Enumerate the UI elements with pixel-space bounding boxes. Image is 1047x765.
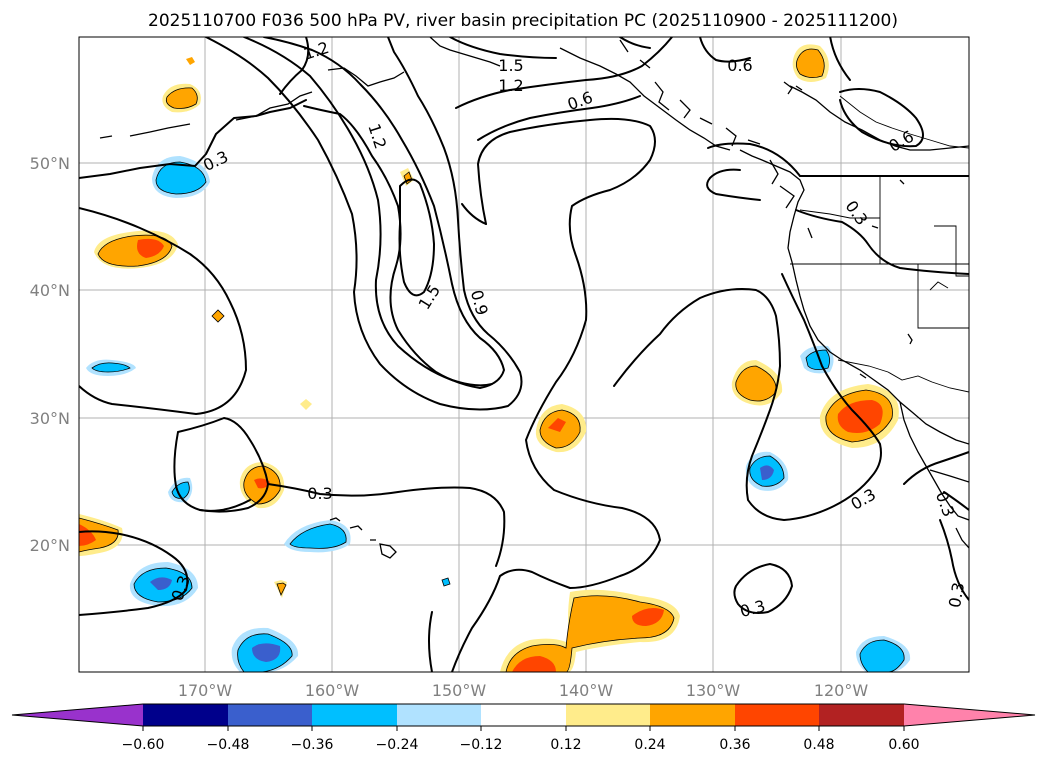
colorbar-bin xyxy=(481,704,566,726)
colorbar-tick-label: −0.24 xyxy=(376,737,419,753)
contour-label: 1.5 xyxy=(498,56,523,75)
longitude-labels: 170°W 160°W 150°W 140°W 130°W 120°W xyxy=(178,681,869,700)
colorbar-tick-label: −0.36 xyxy=(291,737,334,753)
colorbar-bin xyxy=(143,704,228,726)
colorbar-bin xyxy=(650,704,735,726)
colorbar: −0.60 −0.48 −0.36 −0.24 −0.12 0.12 0.24 … xyxy=(11,703,1036,753)
colorbar-bin xyxy=(735,704,819,726)
map-area: 1.2 1.5 1.2 0.6 0.6 0.6 1.2 0.3 0.3 1.5 … xyxy=(79,37,969,672)
colorbar-bin xyxy=(397,704,481,726)
colorbar-tick-label: 0.36 xyxy=(719,737,750,753)
lat-label: 50°N xyxy=(30,154,70,173)
contour-label: 0.6 xyxy=(727,56,752,75)
colorbar-tick-label: 0.48 xyxy=(803,737,834,753)
colorbar-extend-over xyxy=(904,704,1035,726)
lat-label: 20°N xyxy=(30,536,70,555)
lon-label: 150°W xyxy=(432,681,487,700)
colorbar-tick-labels: −0.60 −0.48 −0.36 −0.24 −0.12 0.12 0.24 … xyxy=(122,737,920,753)
colorbar-bin xyxy=(312,704,397,726)
colorbar-bin xyxy=(566,704,650,726)
precip-blob-positive xyxy=(79,44,899,672)
figure-title: 2025110700 F036 500 hPa PV, river basin … xyxy=(148,11,898,31)
colorbar-tick-label: −0.60 xyxy=(122,737,165,753)
lon-label: 170°W xyxy=(178,681,233,700)
colorbar-tick-label: 0.12 xyxy=(550,737,581,753)
lon-label: 130°W xyxy=(686,681,741,700)
lat-label: 40°N xyxy=(30,281,70,300)
colorbar-bin xyxy=(819,704,904,726)
contour-label: 0.3 xyxy=(307,484,332,503)
colorbar-tick-label: −0.48 xyxy=(207,737,250,753)
lon-label: 160°W xyxy=(305,681,360,700)
colorbar-extend-under xyxy=(12,704,143,726)
lon-label: 120°W xyxy=(814,681,869,700)
coastlines xyxy=(99,37,969,559)
pv-contours xyxy=(79,37,969,672)
colorbar-bin xyxy=(228,704,312,726)
lat-label: 30°N xyxy=(30,409,70,428)
latitude-labels: 50°N 40°N 30°N 20°N xyxy=(30,154,70,555)
lon-label: 140°W xyxy=(559,681,614,700)
colorbar-ticks xyxy=(142,726,905,731)
colorbar-tick-label: 0.24 xyxy=(634,737,665,753)
precip-shading xyxy=(79,44,911,672)
colorbar-tick-label: 0.60 xyxy=(888,737,919,753)
contour-label: 1.2 xyxy=(498,76,523,95)
map-frame xyxy=(78,36,970,673)
contour-label: 0.3 xyxy=(945,581,968,609)
colorbar-tick-label: −0.12 xyxy=(460,737,503,753)
